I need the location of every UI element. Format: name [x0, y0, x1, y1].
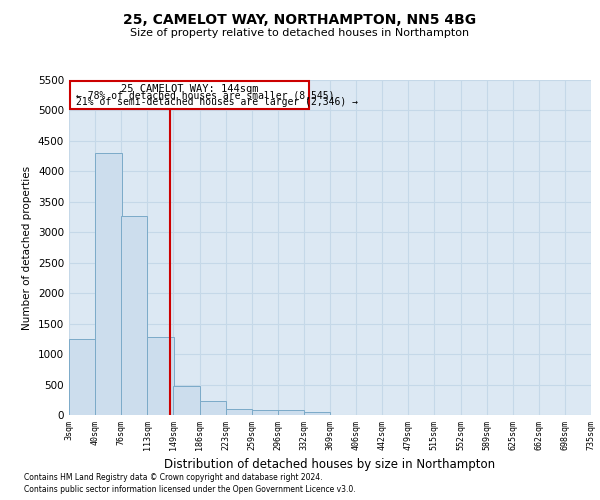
Bar: [278, 410, 304, 415]
Bar: [304, 412, 330, 415]
Text: Contains HM Land Registry data © Crown copyright and database right 2024.: Contains HM Land Registry data © Crown c…: [24, 472, 323, 482]
Bar: [226, 409, 252, 415]
Bar: [95, 153, 122, 415]
Text: 25, CAMELOT WAY, NORTHAMPTON, NN5 4BG: 25, CAMELOT WAY, NORTHAMPTON, NN5 4BG: [124, 12, 476, 26]
Bar: [251, 410, 278, 415]
Text: 25 CAMELOT WAY: 144sqm: 25 CAMELOT WAY: 144sqm: [121, 84, 259, 94]
Bar: [148, 338, 174, 415]
Text: Size of property relative to detached houses in Northampton: Size of property relative to detached ho…: [130, 28, 470, 38]
Bar: [173, 386, 199, 415]
Bar: [69, 339, 95, 415]
Text: ← 78% of detached houses are smaller (8,545): ← 78% of detached houses are smaller (8,…: [76, 90, 335, 101]
Bar: [121, 216, 148, 415]
Text: 21% of semi-detached houses are larger (2,346) →: 21% of semi-detached houses are larger (…: [76, 97, 358, 107]
X-axis label: Distribution of detached houses by size in Northampton: Distribution of detached houses by size …: [164, 458, 496, 471]
Bar: [199, 402, 226, 415]
Text: Contains public sector information licensed under the Open Government Licence v3: Contains public sector information licen…: [24, 485, 356, 494]
FancyBboxPatch shape: [70, 80, 310, 109]
Y-axis label: Number of detached properties: Number of detached properties: [22, 166, 32, 330]
